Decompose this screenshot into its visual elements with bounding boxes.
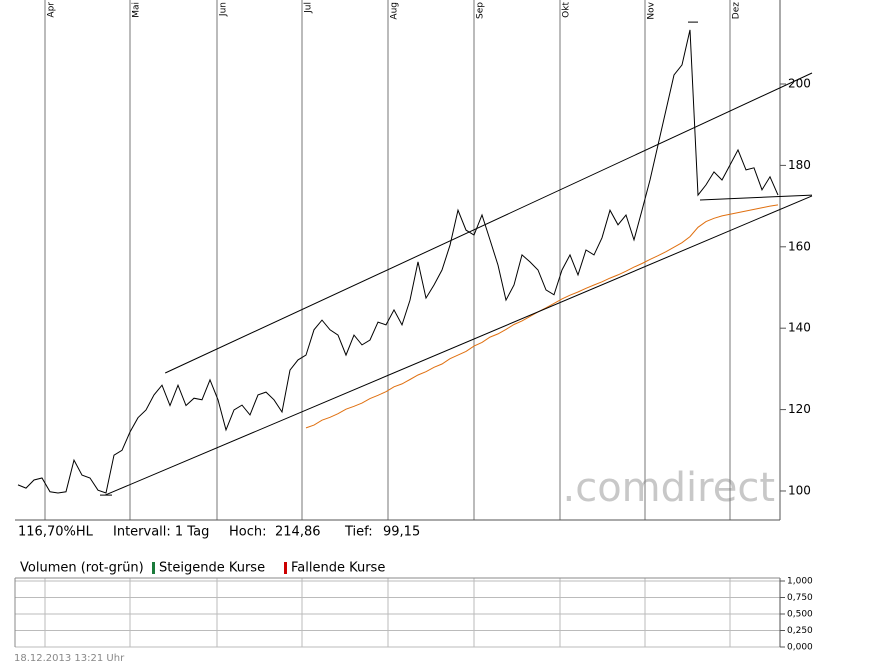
- watermark: .comdirect: [563, 465, 776, 511]
- y-tick-label: 100: [788, 483, 811, 497]
- volume-tick-label: 0,250: [787, 626, 813, 636]
- high-value: 214,86: [275, 525, 321, 540]
- range-info: 116,70%HL: [18, 525, 94, 540]
- legend-label: Steigende Kurse: [159, 561, 265, 576]
- x-tick-label: Aug: [390, 2, 400, 20]
- legend-swatch: [152, 562, 155, 574]
- high-label: Hoch:: [229, 525, 267, 540]
- x-tick-label: Mai: [132, 2, 142, 18]
- y-tick-label: 180: [788, 158, 811, 172]
- trend-line: [699, 194, 813, 201]
- volume-tick-label: 1,000: [787, 577, 813, 587]
- y-tick-label: 200: [788, 77, 811, 91]
- x-tick-label: Jul: [304, 2, 314, 14]
- x-tick-label: Sep: [476, 2, 486, 19]
- x-tick-label: Nov: [647, 1, 657, 19]
- x-tick-label: Dez: [732, 2, 742, 19]
- x-tick-label: Apr: [47, 2, 57, 18]
- low-label: Tief:: [344, 525, 373, 540]
- y-tick-label: 160: [788, 239, 811, 253]
- price-line: [17, 29, 779, 494]
- volume-title: Volumen (rot-grün): [20, 561, 144, 576]
- volume-tick-label: 0,500: [787, 610, 813, 620]
- x-tick-label: Okt: [562, 2, 572, 18]
- trend-line: [105, 195, 813, 496]
- x-tick-label: Jun: [219, 2, 229, 17]
- timestamp: 18.12.2013 13:21 Uhr: [14, 653, 125, 664]
- interval-info: Intervall: 1 Tag: [113, 525, 209, 540]
- price-line: [305, 204, 779, 429]
- legend-label: Fallende Kurse: [291, 561, 385, 576]
- y-tick-label: 120: [788, 402, 811, 416]
- trend-line: [164, 72, 813, 374]
- y-tick-label: 140: [788, 321, 811, 335]
- legend-swatch: [284, 562, 287, 574]
- volume-tick-label: 0,000: [787, 643, 813, 653]
- low-value: 99,15: [383, 525, 420, 540]
- volume-tick-label: 0,750: [787, 593, 813, 603]
